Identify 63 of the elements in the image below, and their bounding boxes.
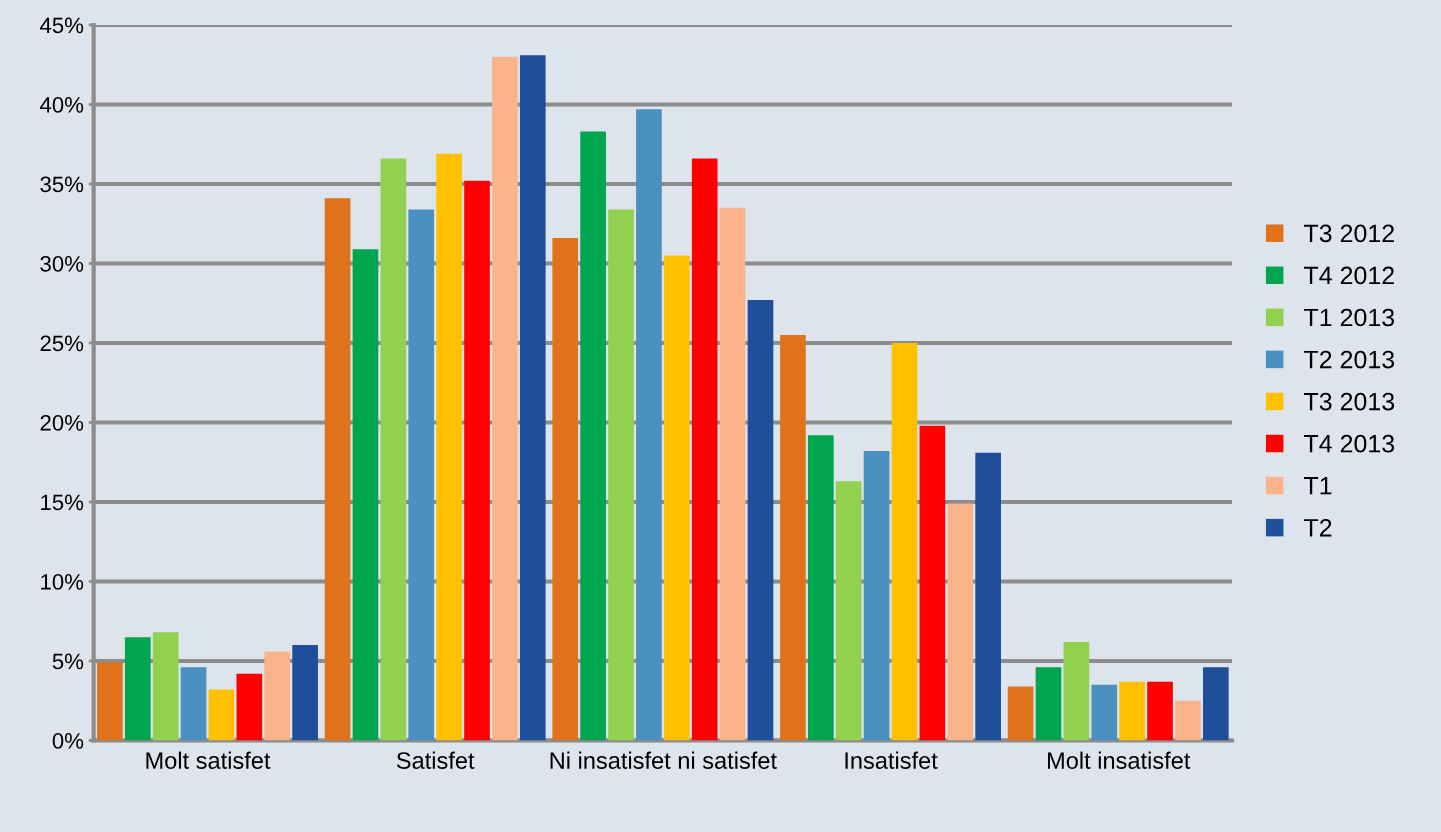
bar (152, 632, 179, 741)
bar (492, 56, 518, 741)
bar (663, 255, 690, 741)
bar (408, 209, 435, 741)
legend-label: T3 2012 (1304, 224, 1394, 243)
bar (780, 335, 806, 741)
bar (464, 180, 490, 741)
bar (552, 238, 579, 741)
y-tick-label: 0% (52, 733, 84, 749)
bar (352, 249, 379, 741)
bar (236, 673, 263, 741)
legend-label: T3 2013 (1304, 392, 1395, 411)
bar (324, 198, 351, 741)
bar (691, 158, 718, 741)
x-tick-label: Insatisfet (845, 751, 938, 769)
y-tick-label: 45% (39, 17, 84, 34)
y-tick-label: 25% (40, 335, 84, 352)
bar (807, 435, 834, 741)
bar (1175, 700, 1201, 741)
y-tick-label: 10% (41, 574, 84, 590)
bar (208, 689, 235, 741)
bar (1091, 684, 1118, 741)
bar (863, 451, 890, 741)
x-tick-label: Molt insatisfet (1047, 751, 1191, 769)
bar (608, 209, 634, 741)
bar (719, 207, 746, 741)
y-tick-label: 5% (52, 653, 84, 670)
bar (1063, 641, 1090, 741)
legend-label: T1 (1304, 477, 1332, 495)
bar (436, 153, 462, 741)
legend-label: T2 (1304, 518, 1332, 537)
bar (1203, 667, 1229, 741)
y-tick-label: 40% (39, 97, 84, 113)
y-tick-label: 15% (41, 494, 84, 511)
y-tick-label: 35% (40, 176, 84, 193)
legend-label: T4 2013 (1304, 434, 1395, 453)
bar (891, 342, 918, 741)
x-tick-label: Satisfet (396, 751, 475, 769)
bar (1007, 686, 1034, 741)
bar (1119, 681, 1145, 741)
bar (947, 503, 974, 741)
bar (292, 645, 318, 741)
legend-label: T4 2012 (1304, 266, 1394, 285)
bar (919, 425, 946, 741)
x-tick-label: Molt satisfet (146, 751, 271, 769)
bar (1035, 667, 1062, 741)
bar (264, 651, 291, 741)
bar (97, 662, 123, 741)
y-tick-label: 30% (40, 256, 84, 272)
bar (636, 109, 662, 741)
bar (580, 131, 606, 741)
bar (975, 452, 1001, 741)
bar (380, 158, 407, 741)
legend-label: T2 2013 (1304, 350, 1395, 369)
bar (124, 637, 151, 741)
bar (747, 300, 774, 741)
legend-label: T1 2013 (1304, 308, 1395, 327)
bar (835, 481, 862, 741)
x-tick-label: Ni insatisfet ni satisfet (550, 751, 777, 769)
y-tick-label: 20% (40, 415, 84, 431)
bar (180, 667, 207, 741)
bar (519, 55, 546, 741)
bar (1147, 681, 1173, 741)
